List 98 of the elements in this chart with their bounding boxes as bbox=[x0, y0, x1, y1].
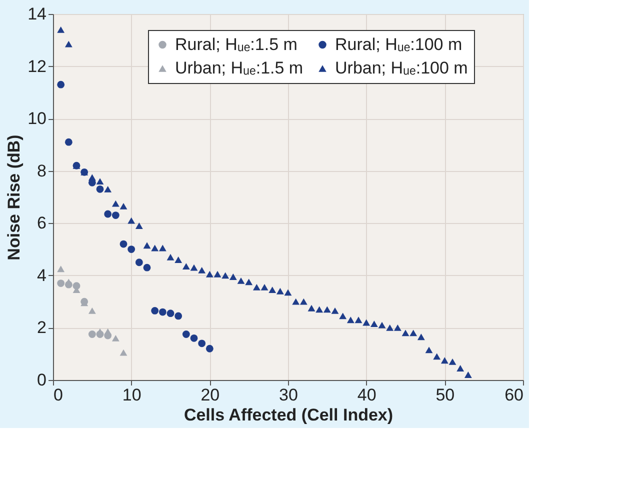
point bbox=[252, 284, 260, 290]
y-tick-label: 8 bbox=[37, 161, 46, 180]
point bbox=[245, 278, 253, 286]
point bbox=[308, 304, 316, 312]
point bbox=[182, 330, 190, 338]
point bbox=[276, 288, 284, 294]
point bbox=[378, 322, 386, 328]
x-tick-label: 10 bbox=[122, 386, 142, 404]
y-axis-title: Noise Rise (dB) bbox=[4, 134, 24, 260]
point bbox=[104, 210, 112, 218]
point bbox=[57, 80, 65, 88]
x-axis-title: Cells Affected (Cell Index) bbox=[184, 406, 394, 424]
point bbox=[112, 200, 120, 207]
point bbox=[214, 270, 222, 278]
point bbox=[370, 320, 378, 328]
point bbox=[284, 289, 292, 296]
point bbox=[206, 344, 214, 352]
point bbox=[198, 266, 206, 274]
point bbox=[448, 358, 456, 365]
y-tick-label: 6 bbox=[37, 214, 46, 233]
point bbox=[88, 308, 96, 314]
point bbox=[206, 270, 214, 278]
point bbox=[260, 284, 268, 290]
point bbox=[96, 178, 104, 185]
point bbox=[174, 256, 182, 263]
point bbox=[158, 308, 166, 316]
point bbox=[198, 340, 206, 348]
point bbox=[135, 258, 143, 266]
point bbox=[120, 202, 128, 210]
point bbox=[354, 316, 362, 324]
point bbox=[57, 280, 65, 287]
point bbox=[316, 306, 324, 313]
point bbox=[120, 240, 128, 248]
point bbox=[151, 244, 159, 252]
point bbox=[166, 254, 174, 260]
point bbox=[128, 246, 136, 253]
point bbox=[440, 357, 448, 364]
x-tick-label: 50 bbox=[436, 386, 455, 404]
x-tick-label: 20 bbox=[200, 386, 220, 404]
point bbox=[229, 274, 237, 280]
point bbox=[339, 312, 347, 320]
point bbox=[64, 40, 72, 48]
point bbox=[346, 316, 354, 324]
point bbox=[425, 346, 433, 354]
point bbox=[362, 319, 370, 326]
point bbox=[222, 272, 230, 279]
point bbox=[331, 308, 339, 314]
point bbox=[64, 138, 72, 146]
x-tick-label: 60 bbox=[504, 386, 524, 404]
point bbox=[158, 244, 166, 252]
point bbox=[300, 298, 308, 305]
point bbox=[237, 277, 245, 284]
x-tick-label: 0 bbox=[54, 386, 63, 404]
point bbox=[96, 185, 104, 193]
y-tick-label: 12 bbox=[28, 56, 46, 76]
legend-label: Urban; Hᵤₑ:100 m bbox=[335, 58, 468, 78]
y-tick-label: 14 bbox=[28, 4, 46, 24]
x-tick-label: 40 bbox=[357, 386, 376, 404]
point bbox=[190, 264, 198, 271]
point bbox=[112, 212, 120, 219]
point bbox=[143, 242, 151, 249]
point bbox=[410, 330, 418, 336]
point bbox=[190, 334, 198, 342]
point bbox=[135, 222, 143, 229]
point bbox=[268, 286, 276, 294]
point bbox=[72, 282, 80, 290]
point bbox=[174, 312, 182, 320]
legend-label: Rural; Hᵤₑ:100 m bbox=[335, 34, 462, 54]
legend-label: Rural; Hᵤₑ:1.5 m bbox=[175, 34, 298, 54]
point bbox=[292, 298, 300, 305]
legend-label: Urban; Hᵤₑ:1.5 m bbox=[175, 58, 304, 78]
point bbox=[57, 266, 65, 272]
y-tick-label: 0 bbox=[37, 370, 46, 390]
point bbox=[120, 349, 128, 356]
point bbox=[64, 280, 72, 288]
x-tick-label: 30 bbox=[279, 386, 298, 404]
y-tick-label: 10 bbox=[28, 109, 46, 128]
point bbox=[464, 372, 472, 378]
point bbox=[128, 217, 136, 224]
point bbox=[151, 307, 159, 314]
y-tick-label: 2 bbox=[37, 318, 46, 338]
point bbox=[433, 353, 441, 360]
point bbox=[166, 310, 174, 318]
point bbox=[88, 330, 96, 338]
point bbox=[323, 306, 331, 313]
point bbox=[143, 264, 151, 272]
point bbox=[57, 26, 65, 33]
point bbox=[456, 365, 464, 372]
point bbox=[394, 324, 402, 331]
point bbox=[417, 334, 425, 340]
point bbox=[182, 263, 190, 270]
point bbox=[104, 186, 112, 192]
point bbox=[386, 324, 394, 331]
point bbox=[96, 330, 104, 338]
point bbox=[112, 334, 120, 342]
point bbox=[402, 330, 410, 336]
y-tick-label: 4 bbox=[37, 266, 46, 285]
point bbox=[104, 332, 112, 340]
